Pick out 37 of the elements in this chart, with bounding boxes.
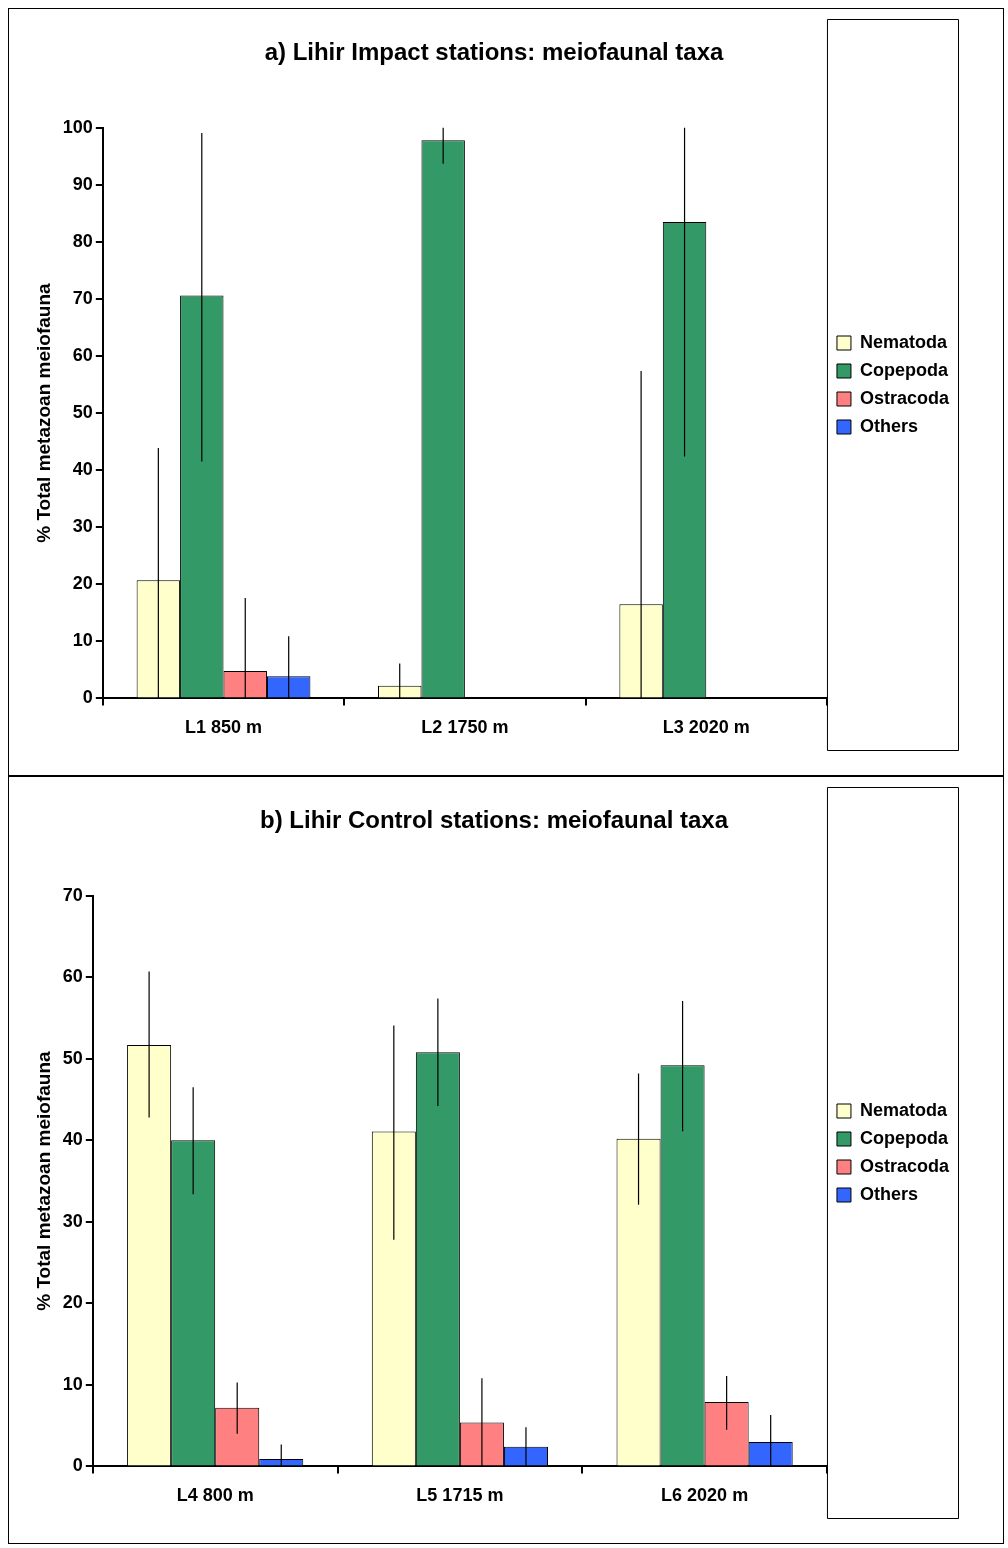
y-tick-label: 0 (72, 1455, 83, 1476)
y-tick-label: 10 (62, 1373, 83, 1394)
y-tick-label: 80 (72, 230, 93, 251)
legend-label: Copepoda (859, 1127, 949, 1148)
y-tick-label: 40 (62, 1129, 83, 1150)
legend-label: Copepoda (859, 359, 949, 380)
y-tick-label: 30 (62, 1210, 83, 1231)
x-tick-label: L3 2020 m (662, 717, 750, 738)
chart-title: a) Lihir Impact stations: meiofaunal taxa (264, 38, 725, 66)
legend-label: Nematoda (859, 331, 948, 352)
y-tick-label: 50 (62, 1047, 83, 1068)
x-tick-label: L5 1715 m (416, 1485, 504, 1506)
y-tick-label: 50 (72, 402, 93, 423)
y-tick-label: 60 (62, 966, 83, 987)
y-tick-label: 20 (72, 573, 93, 594)
y-tick-label: 0 (82, 687, 93, 708)
y-tick-label: 70 (62, 884, 83, 905)
y-tick-label: 10 (72, 630, 93, 651)
x-tick-label: L2 1750 m (421, 717, 509, 738)
y-tick-label: 20 (62, 1292, 83, 1313)
legend-label: Ostracoda (859, 1155, 950, 1176)
y-tick-label: 90 (72, 173, 93, 194)
x-tick-label: L1 850 m (185, 717, 263, 738)
x-tick-label: L6 2020 m (661, 1485, 749, 1506)
legend-label: Ostracoda (859, 387, 950, 408)
y-tick-label: 40 (72, 459, 93, 480)
chart-title: b) Lihir Control stations: meiofaunal taxa (259, 806, 729, 834)
y-axis-title: % Total metazoan meiofauna (32, 1050, 54, 1311)
y-tick-label: 60 (72, 345, 93, 366)
legend-label: Nematoda (859, 1099, 948, 1120)
y-tick-label: 30 (72, 516, 93, 537)
legend-label: Others (859, 1183, 918, 1204)
y-axis-title: % Total metazoan meiofauna (32, 282, 54, 543)
y-tick-label: 100 (62, 116, 93, 137)
legend-label: Others (859, 415, 918, 436)
y-tick-label: 70 (72, 287, 93, 308)
x-tick-label: L4 800 m (176, 1485, 254, 1506)
